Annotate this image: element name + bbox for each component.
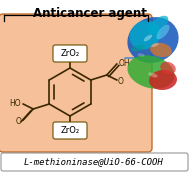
Ellipse shape <box>127 55 175 89</box>
Ellipse shape <box>156 25 169 39</box>
FancyBboxPatch shape <box>53 122 87 139</box>
Text: ZrO₂: ZrO₂ <box>60 49 80 58</box>
Ellipse shape <box>149 70 177 90</box>
Ellipse shape <box>151 43 159 47</box>
Text: L-methioninase@UiO-66-COOH: L-methioninase@UiO-66-COOH <box>24 157 164 167</box>
Ellipse shape <box>138 53 144 57</box>
Ellipse shape <box>144 35 152 41</box>
FancyBboxPatch shape <box>53 45 87 62</box>
FancyBboxPatch shape <box>0 14 152 152</box>
Text: OH: OH <box>119 59 130 67</box>
FancyBboxPatch shape <box>1 153 188 171</box>
Text: Anticancer agent: Anticancer agent <box>33 7 147 20</box>
Ellipse shape <box>127 17 179 63</box>
Text: O: O <box>118 77 124 85</box>
Text: O: O <box>15 118 21 126</box>
Ellipse shape <box>160 62 176 74</box>
Ellipse shape <box>150 43 172 57</box>
Ellipse shape <box>148 72 158 77</box>
Ellipse shape <box>131 45 145 51</box>
Ellipse shape <box>148 16 168 34</box>
Text: HO: HO <box>10 98 21 108</box>
Ellipse shape <box>129 20 161 50</box>
Text: ZrO₂: ZrO₂ <box>60 126 80 135</box>
